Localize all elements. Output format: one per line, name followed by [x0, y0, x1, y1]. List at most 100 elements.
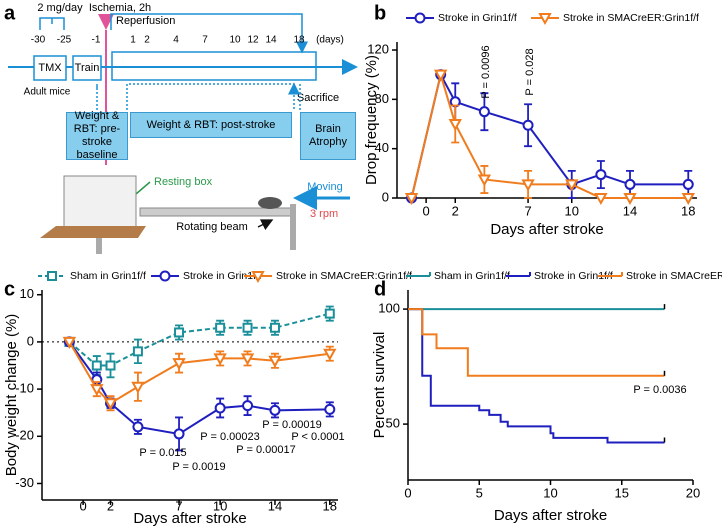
timeline-day: -1 [92, 35, 101, 46]
beam-arrow [257, 219, 274, 231]
survival-curve [408, 308, 665, 444]
y-tick-label: -20 [15, 428, 34, 443]
legend-label: Stroke in Grin1f/f [438, 12, 517, 24]
resting-box-label: Resting box [154, 176, 213, 188]
point [242, 322, 253, 333]
y-tick-label: 50 [386, 416, 400, 431]
p-value: P = 0.00023 [200, 431, 259, 443]
x-tick-label: 15 [615, 485, 629, 500]
pre-stroke-box: Weight & RBT: pre-stroke baseline [66, 110, 128, 161]
point [172, 358, 186, 371]
resting-platform [40, 226, 146, 238]
point [174, 327, 185, 338]
point [594, 193, 608, 206]
x-tick-label: 10 [543, 485, 557, 500]
legend-marker [538, 13, 552, 26]
p-value: P = 0.0036 [633, 384, 686, 396]
timeline-day: 18 [293, 35, 305, 46]
x-tick-label: 18 [681, 203, 695, 218]
timeline-day: -25 [57, 35, 72, 46]
legend-marker [47, 271, 57, 281]
timeline-day: 12 [247, 35, 259, 46]
panel-label: c [4, 278, 15, 300]
point [91, 360, 102, 371]
timeline-day: 10 [229, 35, 241, 46]
x-tick-label: 14 [623, 203, 637, 218]
x-tick-label: 7 [175, 498, 182, 513]
point [269, 322, 280, 333]
panel-label: a [4, 2, 16, 24]
mouse [258, 197, 282, 209]
tmx-label: TMX [38, 62, 62, 74]
point [433, 69, 448, 82]
y-tick-label: 10 [20, 286, 34, 301]
dotted-links [96, 83, 301, 110]
ischemia-label: Ischemia, 2h [89, 2, 151, 14]
sacrifice-label: Sacrifice [297, 92, 339, 104]
y-axis-label: Percent survival [371, 332, 388, 439]
x-tick-label: 0 [423, 203, 430, 218]
point [173, 428, 185, 440]
y-axis-label: Body weight change (%) [3, 314, 20, 477]
point [242, 400, 254, 412]
adult-mice-label: Adult mice [24, 87, 71, 98]
p-value: P < 0.0001 [291, 431, 344, 443]
rotating-beam-label: Rotating beam [176, 221, 248, 233]
p-value: P = 0.028 [524, 48, 536, 95]
point [324, 403, 336, 415]
legend-label: Stroke in Grin1f/f [183, 270, 262, 282]
point [448, 119, 462, 132]
timeline-day: -30 [31, 35, 46, 46]
timeline-day: 1 [130, 35, 136, 46]
point [132, 346, 143, 357]
link-arrows [96, 84, 294, 90]
point [404, 193, 419, 206]
p-value: P = 0.00019 [262, 419, 321, 431]
point [105, 360, 116, 371]
point [477, 174, 492, 187]
y-tick-label: 120 [367, 41, 389, 56]
point [595, 169, 607, 181]
point [268, 355, 282, 368]
x-tick-label: 10 [213, 498, 227, 513]
dose-label: 2 mg/day [37, 2, 83, 14]
point [215, 322, 226, 333]
x-tick-label: 14 [268, 498, 282, 513]
x-tick-label: 20 [686, 485, 700, 500]
post-stroke-period [111, 51, 317, 81]
legend-line [506, 272, 531, 277]
resting-box-arrow [135, 181, 151, 195]
reperfusion-label: Reperfusion [116, 15, 175, 27]
x-tick-label: 5 [476, 485, 483, 500]
legend-marker [251, 271, 265, 284]
legend-line [598, 272, 623, 277]
legend-line [406, 272, 431, 277]
stand [96, 238, 102, 254]
timeline-day: 2 [144, 35, 150, 46]
panel-label: b [374, 2, 386, 24]
timeline-diagram: 2 mg/day Ischemia, 2h Reperfusion TMX Tr… [8, 2, 358, 254]
x-axis-label: Days after stroke [133, 510, 246, 527]
point [565, 179, 579, 192]
timeline-day: 14 [265, 35, 277, 46]
y-tick-label: 80 [375, 91, 389, 106]
point [682, 178, 694, 190]
legend-marker [414, 12, 426, 24]
point [62, 336, 77, 349]
y-axis-label: Drop frequency (%) [363, 55, 380, 185]
p-value: P = 0.0096 [480, 45, 492, 98]
y-tick-label: 40 [375, 140, 389, 155]
x-tick-label: 0 [404, 485, 411, 500]
point [132, 421, 144, 433]
point [623, 193, 637, 206]
brain-atrophy-box: Brain Atrophy [300, 112, 356, 160]
point [213, 353, 227, 366]
x-tick-label: 18 [323, 498, 337, 513]
point [324, 308, 335, 319]
p-value: P = 0.0019 [172, 461, 225, 473]
x-axis-label: Days after stroke [494, 507, 607, 524]
tmx-box [33, 55, 67, 81]
legend-marker [159, 270, 171, 282]
legend-label: Stroke in SMACreER:Grin1f/f [276, 270, 412, 282]
reperfusion-bracket [110, 13, 308, 54]
